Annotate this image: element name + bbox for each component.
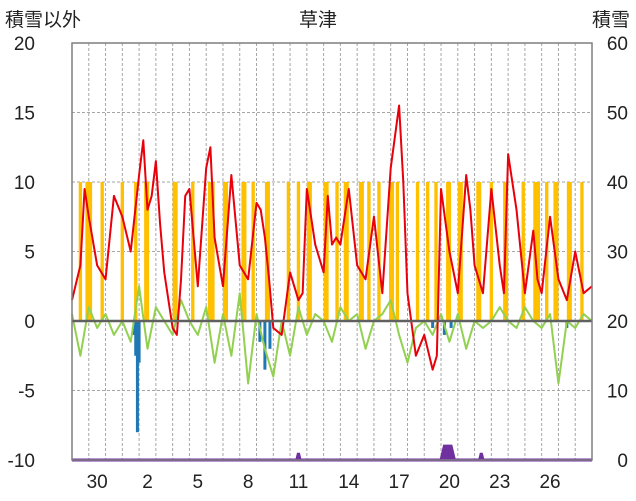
x-tick-label: 14 xyxy=(338,472,360,493)
precipitation-bar xyxy=(431,321,435,328)
sunshine-bar xyxy=(377,182,381,321)
x-tick-label: 11 xyxy=(289,472,309,493)
right-tick-label: 20 xyxy=(607,312,628,333)
left-tick-label: 20 xyxy=(14,34,35,55)
sunshine-bar xyxy=(489,182,494,321)
sunshine-bar xyxy=(172,182,178,321)
x-tick-label: 20 xyxy=(439,472,460,493)
snow-series xyxy=(72,444,592,462)
sunshine-bar xyxy=(553,182,559,321)
sunshine-bar xyxy=(207,182,215,321)
sunshine-bar xyxy=(296,182,301,321)
right-tick-label: 30 xyxy=(607,243,628,264)
tick-labels: -10 -5 0 5 10 15 20 0 10 20 30 40 50 60 30 2 5 8 11 14 17 20 2… xyxy=(8,34,628,493)
grid xyxy=(72,43,592,460)
right-tick-label: 50 xyxy=(607,104,628,125)
sunshine-bar xyxy=(533,182,540,321)
sunshine-bar xyxy=(191,182,195,321)
left-tick-label: -5 xyxy=(18,382,35,403)
dewpoint-line xyxy=(71,285,593,385)
sunshine-bar xyxy=(395,182,400,321)
precipitation-bar xyxy=(135,321,139,433)
sunshine-bar xyxy=(100,182,104,321)
sunshine-bar xyxy=(85,182,93,321)
left-tick-label: 0 xyxy=(24,312,35,333)
left-tick-label: 10 xyxy=(14,173,35,194)
precipitation-bar xyxy=(132,321,136,335)
precipitation-bar xyxy=(134,321,138,356)
sunshine-bar xyxy=(476,182,482,321)
x-tick-label: 30 xyxy=(87,472,108,493)
left-tick-label: 5 xyxy=(24,243,35,264)
sunshine-bar xyxy=(434,182,438,321)
chart-title: 草津 xyxy=(299,9,337,31)
precipitation-bar xyxy=(449,321,453,328)
snow-area xyxy=(72,444,592,462)
precipitation-bar xyxy=(268,321,272,349)
x-tick-label: 5 xyxy=(193,472,204,493)
sunshine-bar xyxy=(134,182,138,321)
sunshine-bar xyxy=(120,182,124,321)
sunshine-bar xyxy=(358,182,364,321)
sunshine-bar xyxy=(521,182,525,321)
right-tick-label: 0 xyxy=(617,451,628,472)
sunshine-bar xyxy=(286,182,291,321)
sunshine-bar xyxy=(264,182,270,321)
x-tick-label: 23 xyxy=(489,472,510,493)
sunshine-bar xyxy=(580,182,584,321)
sunshine-bar xyxy=(389,182,395,321)
sunshine-bar xyxy=(425,182,430,321)
sunshine-bar xyxy=(343,182,349,321)
sunshine-bar xyxy=(415,182,420,321)
x-tick-label: 8 xyxy=(243,472,254,493)
right-tick-label: 10 xyxy=(607,382,628,403)
sunshine-bar xyxy=(566,182,572,321)
plot-frame xyxy=(71,42,593,461)
x-tick-label: 26 xyxy=(539,472,560,493)
sunshine-bar xyxy=(335,182,339,321)
left-tick-label: -10 xyxy=(8,451,35,472)
x-tick-label: 17 xyxy=(389,472,410,493)
temperature-line xyxy=(71,104,593,371)
sunshine-bar xyxy=(306,182,312,321)
sunshine-bar xyxy=(323,182,329,321)
x-tick-label: 2 xyxy=(142,472,153,493)
right-tick-label: 60 xyxy=(607,34,628,55)
right-tick-label: 40 xyxy=(607,173,628,194)
precipitation-bar xyxy=(137,321,141,363)
sunshine-bar xyxy=(144,182,150,321)
right-axis-label: 積雪 xyxy=(592,9,630,31)
sunshine-bar xyxy=(241,182,247,321)
line-series xyxy=(71,104,593,385)
left-axis-label: 積雪以外 xyxy=(5,9,81,31)
sunshine-bar xyxy=(251,182,255,321)
left-tick-label: 15 xyxy=(14,104,35,125)
